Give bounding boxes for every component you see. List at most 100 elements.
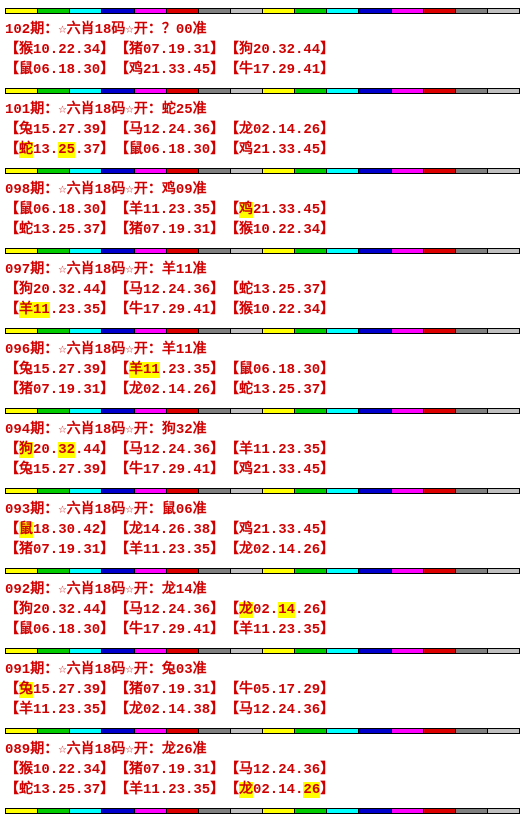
record-item: 【牛17.29.41】: [115, 300, 225, 320]
separator-segment: [101, 648, 134, 654]
separator-segment: [358, 248, 391, 254]
separator-segment: [262, 168, 295, 174]
separator-segment: [358, 8, 391, 14]
separator-segment: [197, 648, 230, 654]
item-text: .23.35】: [159, 362, 225, 378]
separator-segment: [229, 568, 262, 574]
record-item: 【猴10.22.34】: [225, 220, 335, 240]
item-highlight: 14: [278, 602, 296, 618]
separator-segment: [5, 168, 38, 174]
separator-segment: [326, 88, 359, 94]
item-text: 【猪07.19.31】: [115, 762, 225, 778]
record-item: 【鸡21.33.45】: [225, 460, 335, 480]
item-text: 【羊11.23.35】: [225, 622, 335, 638]
record-item: 【羊11.23.35】: [5, 300, 115, 320]
separator-segment: [165, 8, 198, 14]
record-item: 【马12.24.36】: [225, 760, 335, 780]
separator-segment: [229, 88, 262, 94]
record-item: 【蛇13.25.37】: [5, 140, 115, 160]
separator-segment: [390, 648, 423, 654]
separator-segment: [197, 408, 230, 414]
separator-segment: [326, 328, 359, 334]
separator-segment: [454, 8, 487, 14]
record-item: 【龙02.14.26】: [115, 380, 225, 400]
record-row: 【羊11.23.35】【牛17.29.41】【猴10.22.34】: [5, 300, 525, 320]
record-item: 【羊11.23.35】: [115, 200, 225, 220]
separator-segment: [197, 328, 230, 334]
item-text: 【羊11.23.35】: [115, 202, 225, 218]
record-item: 【猪07.19.31】: [115, 40, 225, 60]
record-item: 【猪07.19.31】: [115, 220, 225, 240]
separator-segment: [197, 248, 230, 254]
record-row: 【猪07.19.31】【羊11.23.35】【龙02.14.26】: [5, 540, 525, 560]
record-item: 【猪07.19.31】: [5, 380, 115, 400]
record-item: 【龙02.14.26】: [225, 540, 335, 560]
separator-segment: [326, 168, 359, 174]
item-text: 【: [225, 782, 239, 798]
separator-segment: [454, 408, 487, 414]
record-item: 【蛇13.25.37】: [5, 220, 115, 240]
record-title: 091期：☆六肖18码☆开：兔03准: [5, 662, 207, 678]
item-text: 【龙02.14.38】: [115, 702, 225, 718]
separator-segment: [165, 568, 198, 574]
separator-segment: [69, 248, 102, 254]
separator-segment: [229, 408, 262, 414]
record-title: 102期：☆六肖18码☆开：？00准: [5, 22, 207, 38]
item-highlight: 鸡: [239, 202, 253, 218]
separator-segment: [390, 488, 423, 494]
separator-segment: [390, 728, 423, 734]
separator-segment: [358, 488, 391, 494]
item-text: 【龙02.14.26】: [115, 382, 225, 398]
item-highlight: 狗: [19, 442, 33, 458]
separator-segment: [5, 8, 38, 14]
record-item: 【马12.24.36】: [225, 700, 335, 720]
separator-segment: [229, 808, 262, 814]
separator-segment: [454, 648, 487, 654]
separator-segment: [486, 168, 520, 174]
separator-segment: [229, 168, 262, 174]
record: 094期：☆六肖18码☆开：狗32准【狗20.32.44】【马12.24.36】…: [0, 414, 525, 488]
item-text: .37】: [75, 142, 115, 158]
separator-segment: [229, 248, 262, 254]
record-item: 【蛇13.25.37】: [5, 780, 115, 800]
separator-segment: [390, 168, 423, 174]
item-text: 【龙02.14.26】: [225, 122, 335, 138]
item-text: 【鸡21.33.45】: [115, 62, 225, 78]
item-text: 【狗20.32.44】: [225, 42, 335, 58]
separator-segment: [422, 728, 455, 734]
record-title: 093期：☆六肖18码☆开：鼠06准: [5, 502, 207, 518]
separator-segment: [5, 248, 38, 254]
item-highlight: 26: [303, 782, 321, 798]
separator-segment: [5, 328, 38, 334]
separator-segment: [101, 328, 134, 334]
item-text: 【: [5, 302, 19, 318]
separator-segment: [294, 408, 327, 414]
separator-segment: [486, 88, 520, 94]
item-text: 【蛇13.25.37】: [5, 222, 115, 238]
separator-segment: [262, 328, 295, 334]
separator-segment: [454, 808, 487, 814]
separator-segment: [101, 88, 134, 94]
separator-segment: [133, 248, 166, 254]
item-text: 【猪07.19.31】: [115, 222, 225, 238]
separator-segment: [5, 408, 38, 414]
separator-segment: [37, 168, 70, 174]
record-row: 【狗20.32.44】【马12.24.36】【羊11.23.35】: [5, 440, 525, 460]
item-text: 【马12.24.36】: [225, 702, 335, 718]
separator-segment: [229, 488, 262, 494]
item-text: 【牛05.17.29】: [225, 682, 335, 698]
separator-segment: [422, 568, 455, 574]
record-row: 【兔15.27.39】【猪07.19.31】【牛05.17.29】: [5, 680, 525, 700]
separator-segment: [101, 408, 134, 414]
record: 091期：☆六肖18码☆开：兔03准【兔15.27.39】【猪07.19.31】…: [0, 654, 525, 728]
item-text: 【羊11.23.35】: [115, 542, 225, 558]
record-row: 【猴10.22.34】【猪07.19.31】【狗20.32.44】: [5, 40, 525, 60]
separator-segment: [294, 808, 327, 814]
item-text: 02.14.: [253, 782, 304, 798]
separator-segment: [69, 808, 102, 814]
separator-segment: [486, 488, 520, 494]
record-item: 【猴10.22.34】: [5, 760, 115, 780]
record-row: 【蛇13.25.37】【猪07.19.31】【猴10.22.34】: [5, 220, 525, 240]
separator-bar: [5, 248, 520, 254]
record-title: 094期：☆六肖18码☆开：狗32准: [5, 422, 207, 438]
